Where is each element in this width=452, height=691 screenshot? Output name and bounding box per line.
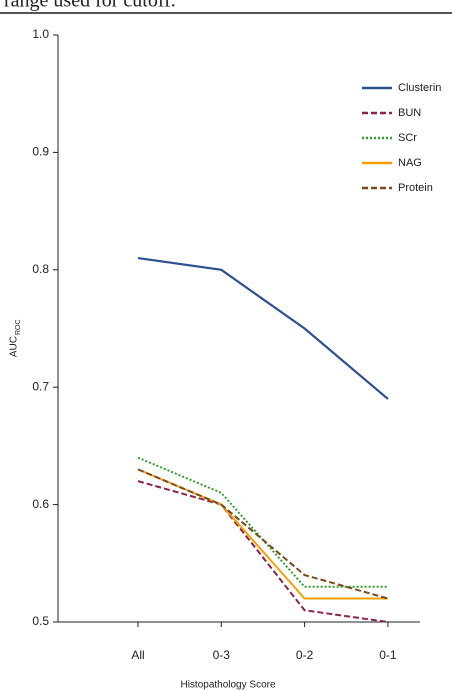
y-tick-label: 0.8 [32, 262, 49, 276]
y-axis-label-subscript: ROC [15, 319, 22, 335]
series-line [137, 468, 388, 600]
y-tick-label: 0.5 [32, 614, 49, 628]
series-line [137, 456, 388, 588]
y-tick-label: 1.0 [32, 27, 49, 41]
y-tick-label: 0.6 [32, 497, 49, 511]
x-tick-label: 0-2 [296, 648, 314, 662]
y-tick-label: 0.7 [32, 379, 49, 393]
caption-fragment: range used for cutoff. [4, 0, 176, 12]
legend-label: SCr [398, 132, 417, 144]
y-tick-label: 0.9 [32, 145, 49, 159]
x-tick-label: 0-1 [379, 648, 397, 662]
legend-label: NAG [398, 157, 422, 169]
series-line [137, 480, 389, 623]
legend-label: Clusterin [398, 82, 441, 94]
x-tick-label: All [131, 648, 144, 662]
series-line [137, 468, 389, 600]
y-axis-label: AUC [9, 336, 20, 357]
x-tick-label: 0-3 [213, 648, 231, 662]
legend-label: BUN [398, 107, 421, 119]
legend-label: Protein [398, 182, 433, 194]
series-line [137, 256, 389, 400]
x-axis-label: Histopathology Score [180, 680, 275, 691]
y-axis-label-group: AUC ROC [9, 319, 22, 357]
